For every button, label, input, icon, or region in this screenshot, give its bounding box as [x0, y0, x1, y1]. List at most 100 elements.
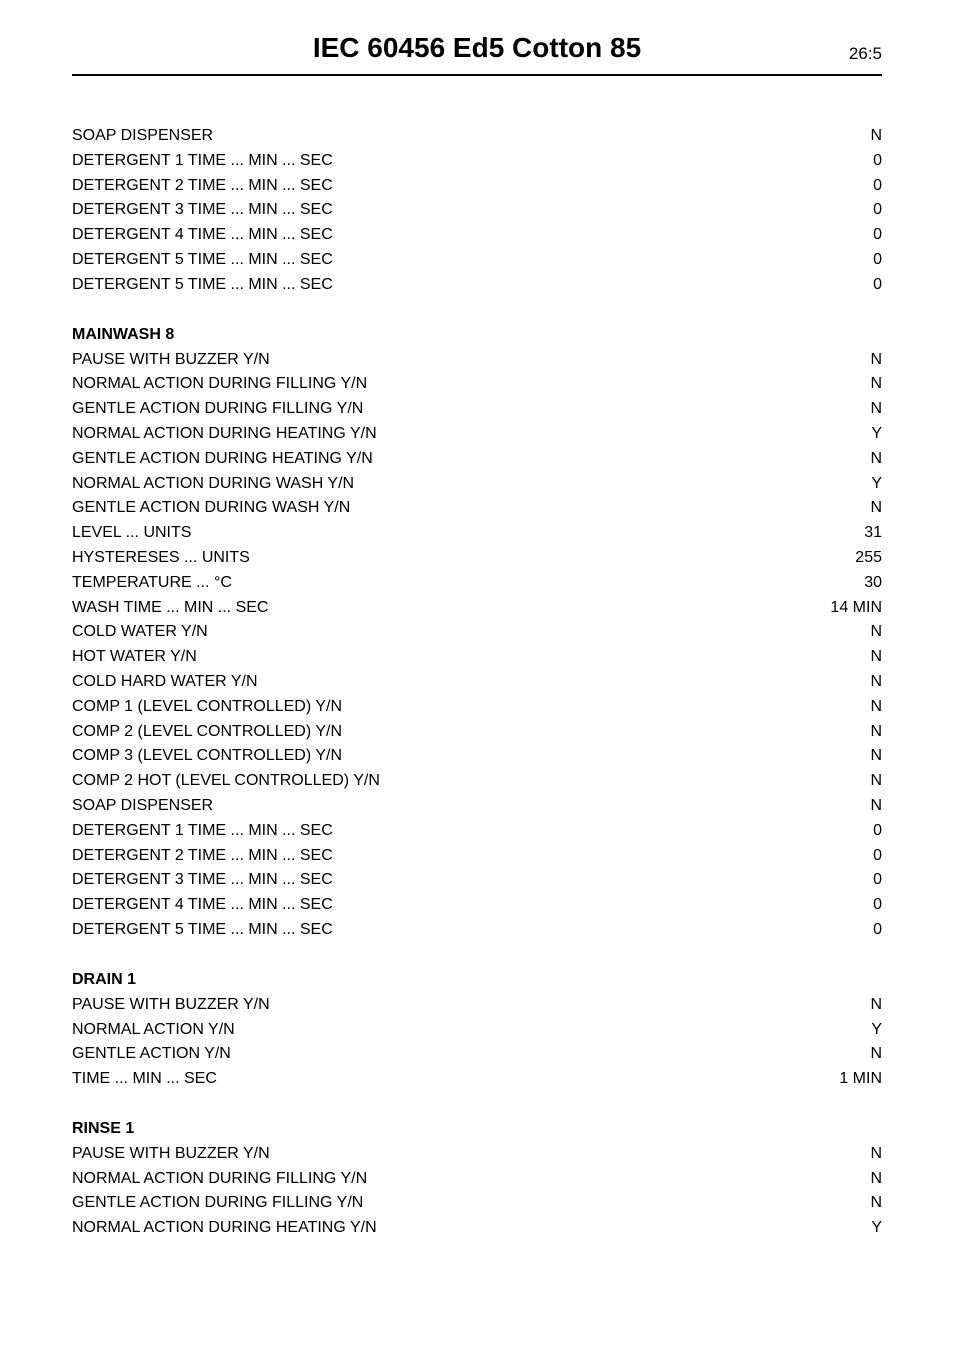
- param-row: GENTLE ACTION DURING FILLING Y/NN: [72, 397, 882, 422]
- param-row: GENTLE ACTION Y/NN: [72, 1042, 882, 1067]
- param-label: NORMAL ACTION DURING HEATING Y/N: [72, 1216, 792, 1241]
- param-value: N: [792, 496, 882, 521]
- param-row: GENTLE ACTION DURING HEATING Y/NN: [72, 447, 882, 472]
- param-row: DETERGENT 3 TIME ... MIN ... SEC0: [72, 198, 882, 223]
- param-label: NORMAL ACTION DURING FILLING Y/N: [72, 1167, 792, 1192]
- param-row: DETERGENT 3 TIME ... MIN ... SEC0: [72, 868, 882, 893]
- param-value: N: [792, 372, 882, 397]
- param-value: Y: [792, 472, 882, 497]
- param-value: Y: [792, 1216, 882, 1241]
- param-value: 0: [792, 273, 882, 298]
- param-row: LEVEL ... UNITS31: [72, 521, 882, 546]
- param-label: COLD WATER Y/N: [72, 620, 792, 645]
- param-row: WASH TIME ... MIN ... SEC14 MIN: [72, 596, 882, 621]
- param-value: 14 MIN: [792, 596, 882, 621]
- param-row: GENTLE ACTION DURING FILLING Y/NN: [72, 1191, 882, 1216]
- section-title: RINSE 1: [72, 1120, 882, 1138]
- param-value: 0: [792, 893, 882, 918]
- param-row: HYSTERESES ... UNITS255: [72, 546, 882, 571]
- param-row: COMP 2 (LEVEL CONTROLLED) Y/NN: [72, 720, 882, 745]
- param-row: NORMAL ACTION DURING HEATING Y/NY: [72, 422, 882, 447]
- param-value: N: [792, 744, 882, 769]
- section: MAINWASH 8PAUSE WITH BUZZER Y/NNNORMAL A…: [72, 326, 882, 943]
- param-value: N: [792, 348, 882, 373]
- param-label: HYSTERESES ... UNITS: [72, 546, 792, 571]
- param-row: DETERGENT 5 TIME ... MIN ... SEC0: [72, 273, 882, 298]
- param-value: N: [792, 620, 882, 645]
- param-label: DETERGENT 3 TIME ... MIN ... SEC: [72, 198, 792, 223]
- param-value: 0: [792, 918, 882, 943]
- param-row: COLD HARD WATER Y/NN: [72, 670, 882, 695]
- param-value: N: [792, 695, 882, 720]
- param-row: SOAP DISPENSERN: [72, 794, 882, 819]
- param-value: N: [792, 397, 882, 422]
- param-row: NORMAL ACTION DURING WASH Y/NY: [72, 472, 882, 497]
- param-label: COMP 2 (LEVEL CONTROLLED) Y/N: [72, 720, 792, 745]
- param-row: DETERGENT 2 TIME ... MIN ... SEC0: [72, 844, 882, 869]
- param-row: DETERGENT 1 TIME ... MIN ... SEC0: [72, 819, 882, 844]
- param-label: DETERGENT 1 TIME ... MIN ... SEC: [72, 819, 792, 844]
- param-value: 0: [792, 174, 882, 199]
- param-label: COMP 2 HOT (LEVEL CONTROLLED) Y/N: [72, 769, 792, 794]
- param-label: GENTLE ACTION DURING HEATING Y/N: [72, 447, 792, 472]
- param-value: 0: [792, 149, 882, 174]
- param-label: NORMAL ACTION DURING WASH Y/N: [72, 472, 792, 497]
- param-row: COMP 3 (LEVEL CONTROLLED) Y/NN: [72, 744, 882, 769]
- param-value: N: [792, 645, 882, 670]
- param-label: DETERGENT 2 TIME ... MIN ... SEC: [72, 174, 792, 199]
- param-row: NORMAL ACTION Y/NY: [72, 1018, 882, 1043]
- param-label: PAUSE WITH BUZZER Y/N: [72, 1142, 792, 1167]
- param-row: DETERGENT 4 TIME ... MIN ... SEC0: [72, 223, 882, 248]
- section-title: MAINWASH 8: [72, 326, 882, 344]
- param-row: TEMPERATURE ... °C30: [72, 571, 882, 596]
- param-label: DETERGENT 2 TIME ... MIN ... SEC: [72, 844, 792, 869]
- param-row: DETERGENT 1 TIME ... MIN ... SEC0: [72, 149, 882, 174]
- param-label: DETERGENT 3 TIME ... MIN ... SEC: [72, 868, 792, 893]
- param-value: Y: [792, 1018, 882, 1043]
- param-label: GENTLE ACTION Y/N: [72, 1042, 792, 1067]
- param-row: PAUSE WITH BUZZER Y/NN: [72, 1142, 882, 1167]
- param-value: 0: [792, 198, 882, 223]
- param-label: GENTLE ACTION DURING WASH Y/N: [72, 496, 792, 521]
- param-value: Y: [792, 422, 882, 447]
- section: RINSE 1PAUSE WITH BUZZER Y/NNNORMAL ACTI…: [72, 1120, 882, 1241]
- page-header: IEC 60456 Ed5 Cotton 85 26:5: [72, 32, 882, 76]
- param-value: 31: [792, 521, 882, 546]
- param-row: NORMAL ACTION DURING HEATING Y/NY: [72, 1216, 882, 1241]
- param-row: DETERGENT 5 TIME ... MIN ... SEC0: [72, 248, 882, 273]
- param-value: 0: [792, 819, 882, 844]
- section-title: DRAIN 1: [72, 971, 882, 989]
- param-row: HOT WATER Y/NN: [72, 645, 882, 670]
- param-value: N: [792, 720, 882, 745]
- param-label: PAUSE WITH BUZZER Y/N: [72, 993, 792, 1018]
- param-value: N: [792, 794, 882, 819]
- param-row: NORMAL ACTION DURING FILLING Y/NN: [72, 372, 882, 397]
- param-row: NORMAL ACTION DURING FILLING Y/NN: [72, 1167, 882, 1192]
- param-row: TIME ... MIN ... SEC1 MIN: [72, 1067, 882, 1092]
- param-label: TEMPERATURE ... °C: [72, 571, 792, 596]
- param-label: PAUSE WITH BUZZER Y/N: [72, 348, 792, 373]
- param-value: N: [792, 124, 882, 149]
- param-label: SOAP DISPENSER: [72, 794, 792, 819]
- section: SOAP DISPENSERNDETERGENT 1 TIME ... MIN …: [72, 124, 882, 298]
- param-row: GENTLE ACTION DURING WASH Y/NN: [72, 496, 882, 521]
- page-number: 26:5: [849, 44, 882, 64]
- param-row: PAUSE WITH BUZZER Y/NN: [72, 348, 882, 373]
- param-label: LEVEL ... UNITS: [72, 521, 792, 546]
- param-row: COMP 1 (LEVEL CONTROLLED) Y/NN: [72, 695, 882, 720]
- param-label: DETERGENT 1 TIME ... MIN ... SEC: [72, 149, 792, 174]
- param-value: N: [792, 769, 882, 794]
- param-value: 30: [792, 571, 882, 596]
- param-label: COMP 3 (LEVEL CONTROLLED) Y/N: [72, 744, 792, 769]
- param-row: SOAP DISPENSERN: [72, 124, 882, 149]
- page-title: IEC 60456 Ed5 Cotton 85: [72, 32, 882, 64]
- param-value: N: [792, 1191, 882, 1216]
- param-row: DETERGENT 5 TIME ... MIN ... SEC0: [72, 918, 882, 943]
- param-value: N: [792, 447, 882, 472]
- param-label: WASH TIME ... MIN ... SEC: [72, 596, 792, 621]
- param-row: PAUSE WITH BUZZER Y/NN: [72, 993, 882, 1018]
- param-label: TIME ... MIN ... SEC: [72, 1067, 792, 1092]
- param-label: DETERGENT 5 TIME ... MIN ... SEC: [72, 273, 792, 298]
- param-row: COMP 2 HOT (LEVEL CONTROLLED) Y/NN: [72, 769, 882, 794]
- param-value: N: [792, 1167, 882, 1192]
